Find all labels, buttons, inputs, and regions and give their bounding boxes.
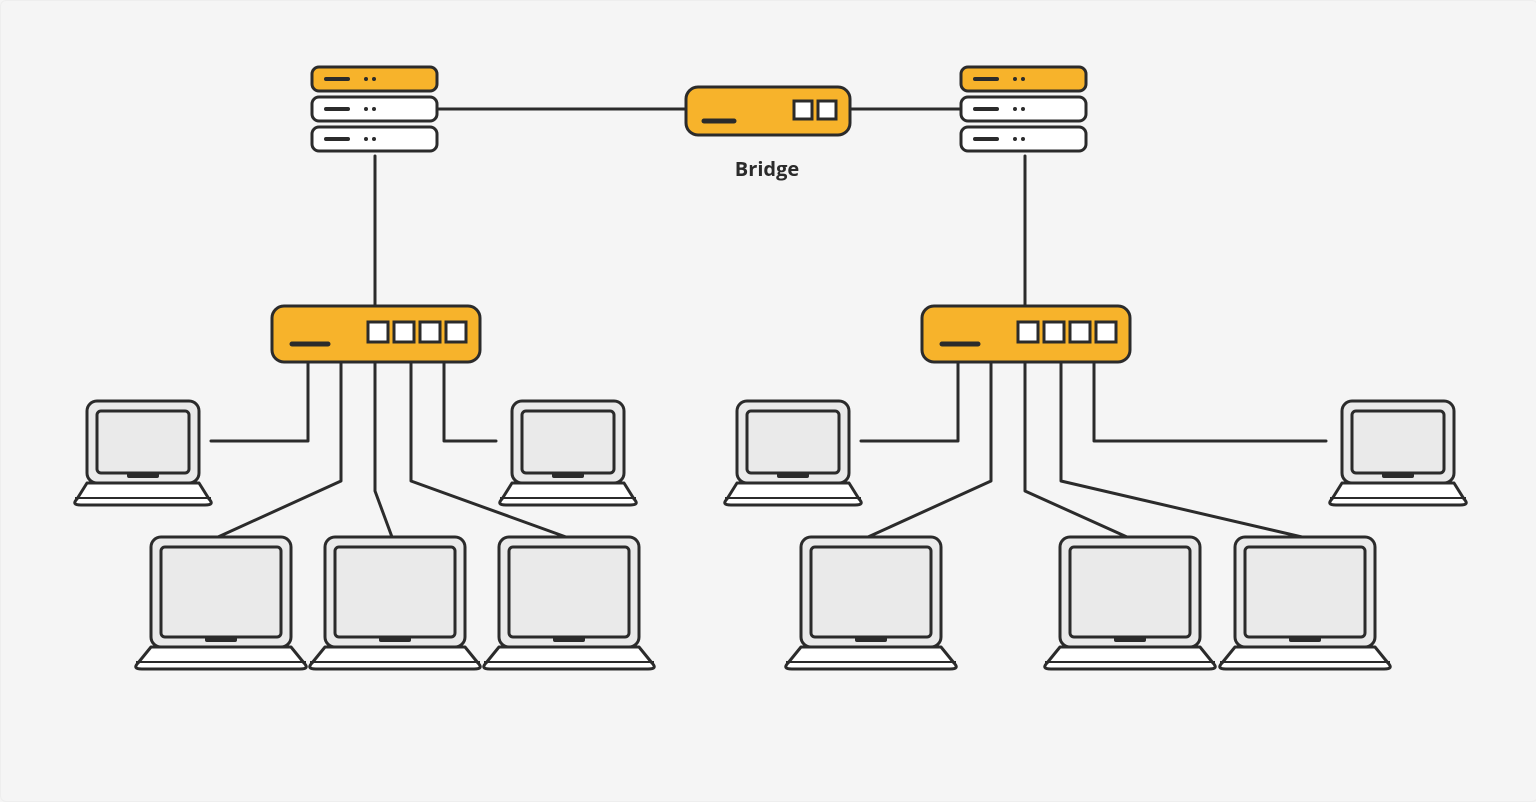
node-switch-left — [272, 306, 480, 362]
node-laptop-R4 — [1045, 537, 1216, 669]
node-laptop-L1 — [75, 401, 212, 505]
node-laptop-L4 — [310, 537, 481, 669]
node-laptop-L5 — [484, 537, 655, 669]
network-diagram: Bridge — [0, 0, 1536, 802]
node-laptop-R5 — [1220, 537, 1391, 669]
node-laptop-R3 — [786, 537, 957, 669]
node-switch-right — [922, 306, 1130, 362]
node-laptop-L3 — [136, 537, 307, 669]
node-server-right — [961, 67, 1086, 151]
node-server-left — [312, 67, 437, 151]
node-bridge — [686, 87, 850, 135]
diagram-svg: Bridge — [1, 1, 1536, 801]
node-laptop-R2 — [1330, 401, 1467, 505]
node-laptop-R1 — [725, 401, 862, 505]
node-laptop-L2 — [500, 401, 637, 505]
bridge-label: Bridge — [735, 155, 799, 182]
